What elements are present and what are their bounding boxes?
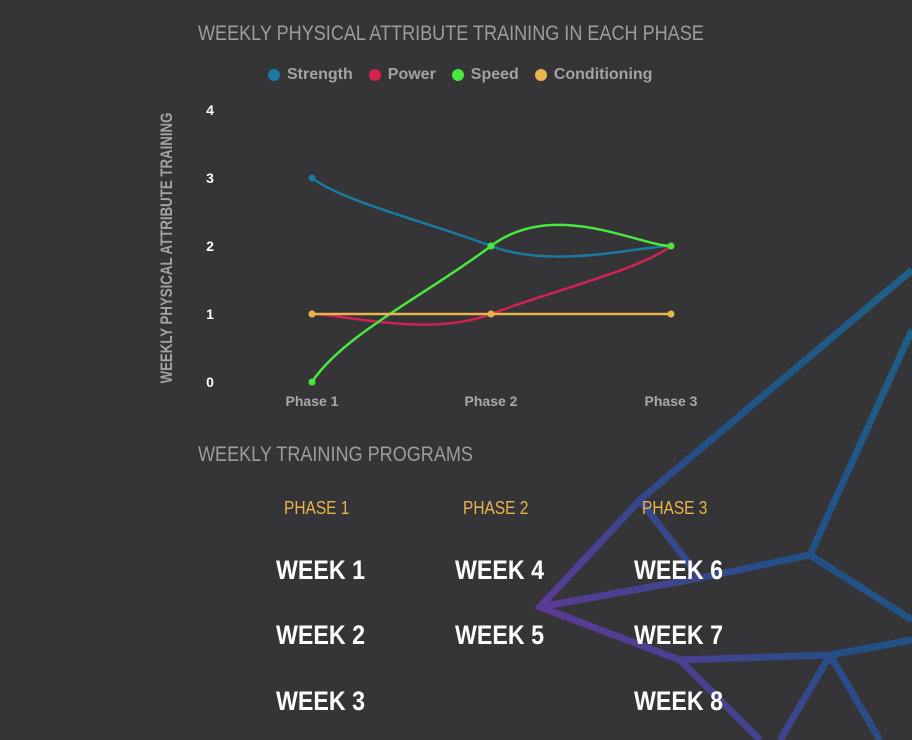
week-label[interactable]: WEEK 6	[634, 555, 724, 585]
phase-heading: PHASE 1	[284, 498, 350, 518]
y-tick-label: 1	[206, 306, 214, 322]
legend-label: Speed	[470, 66, 519, 83]
data-point-conditioning[interactable]	[308, 310, 316, 318]
legend-swatch	[451, 69, 464, 81]
legend-swatch	[534, 69, 547, 81]
data-point-strength[interactable]	[308, 174, 316, 182]
line-chart: 0 1 2 3 4 Phase 1 Phase 2 Phase 3	[206, 102, 698, 409]
week-label[interactable]: WEEK 4	[455, 555, 545, 585]
legend-swatch	[268, 69, 280, 81]
data-point-speed[interactable]	[667, 242, 675, 250]
x-tick-label: Phase 3	[645, 393, 698, 409]
chart-legend: Strength Power Speed Conditioning	[268, 66, 652, 84]
legend-swatch	[368, 69, 381, 81]
y-tick-label: 3	[206, 170, 214, 186]
week-label[interactable]: WEEK 1	[276, 555, 366, 585]
y-tick-label: 0	[206, 374, 214, 390]
week-label[interactable]: WEEK 8	[634, 686, 724, 716]
phase-heading: PHASE 2	[463, 498, 529, 518]
y-tick-label: 4	[206, 102, 214, 118]
week-label[interactable]: WEEK 7	[634, 620, 724, 650]
phase-heading: PHASE 3	[642, 498, 708, 518]
programs-title: WEEKLY TRAINING PROGRAMS	[198, 443, 473, 466]
legend-label: Strength	[287, 66, 353, 83]
chart-title: WEEKLY PHYSICAL ATTRIBUTE TRAINING IN EA…	[198, 22, 704, 45]
legend-label: Power	[387, 66, 436, 83]
x-tick-label: Phase 2	[465, 393, 518, 409]
week-label[interactable]: WEEK 2	[276, 620, 366, 650]
data-point-speed[interactable]	[308, 378, 316, 386]
week-label[interactable]: WEEK 5	[455, 620, 545, 650]
week-label[interactable]: WEEK 3	[276, 686, 366, 716]
legend-item-conditioning[interactable]: Conditioning	[534, 66, 653, 84]
data-point-speed[interactable]	[487, 242, 495, 250]
legend-item-power[interactable]: Power	[368, 66, 436, 84]
legend-label: Conditioning	[553, 66, 653, 83]
data-point-conditioning[interactable]	[667, 310, 675, 318]
legend-item-speed[interactable]: Speed	[451, 66, 519, 84]
data-point-conditioning[interactable]	[487, 310, 495, 318]
legend-item-strength[interactable]: Strength	[268, 66, 353, 84]
y-tick-label: 2	[206, 238, 214, 254]
x-tick-label: Phase 1	[286, 393, 339, 409]
